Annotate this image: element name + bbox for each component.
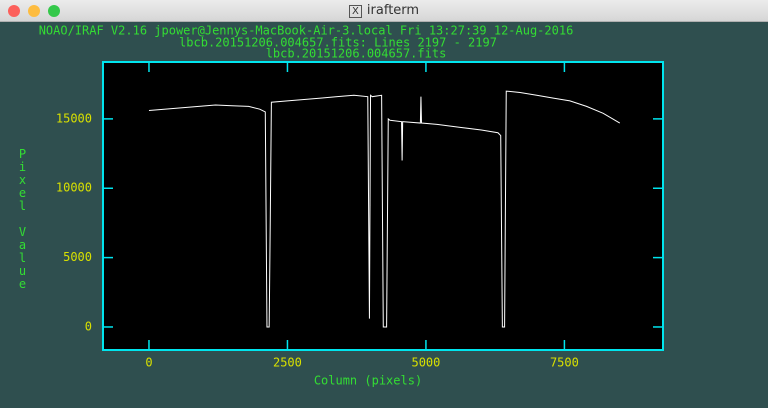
zoom-button[interactable] [48, 5, 60, 17]
y-tick-label: 5000 [63, 250, 92, 264]
x-tick-label: 5000 [411, 356, 440, 370]
x-tick-label: 7500 [550, 356, 579, 370]
close-button[interactable] [8, 5, 20, 17]
x-icon: X [348, 5, 362, 18]
x-axis-label: Column (pixels) [314, 374, 422, 388]
chart-title: NOAO/IRAF V2.16 jpower@Jennys-MacBook-Ai… [39, 24, 574, 38]
minimize-button[interactable] [28, 5, 40, 17]
window-title: irafterm [366, 3, 420, 18]
chart-subtitle: lbcb.20151206.004657.fits: Lines 2197 - … [179, 36, 497, 50]
x-tick-label: 0 [145, 356, 152, 370]
chart: NOAO/IRAF V2.16 jpower@Jennys-MacBook-Ai… [16, 24, 664, 388]
data-line [148, 90, 621, 328]
y-tick-label: 10000 [56, 181, 92, 195]
x-tick-label: 2500 [273, 356, 302, 370]
y-tick-label: 0 [85, 319, 92, 333]
chart-subtitle: lbcb.20151206.004657.fits [266, 47, 447, 61]
y-tick-label: 15000 [56, 111, 92, 125]
y-axis-label: Pixel Value [16, 147, 30, 290]
